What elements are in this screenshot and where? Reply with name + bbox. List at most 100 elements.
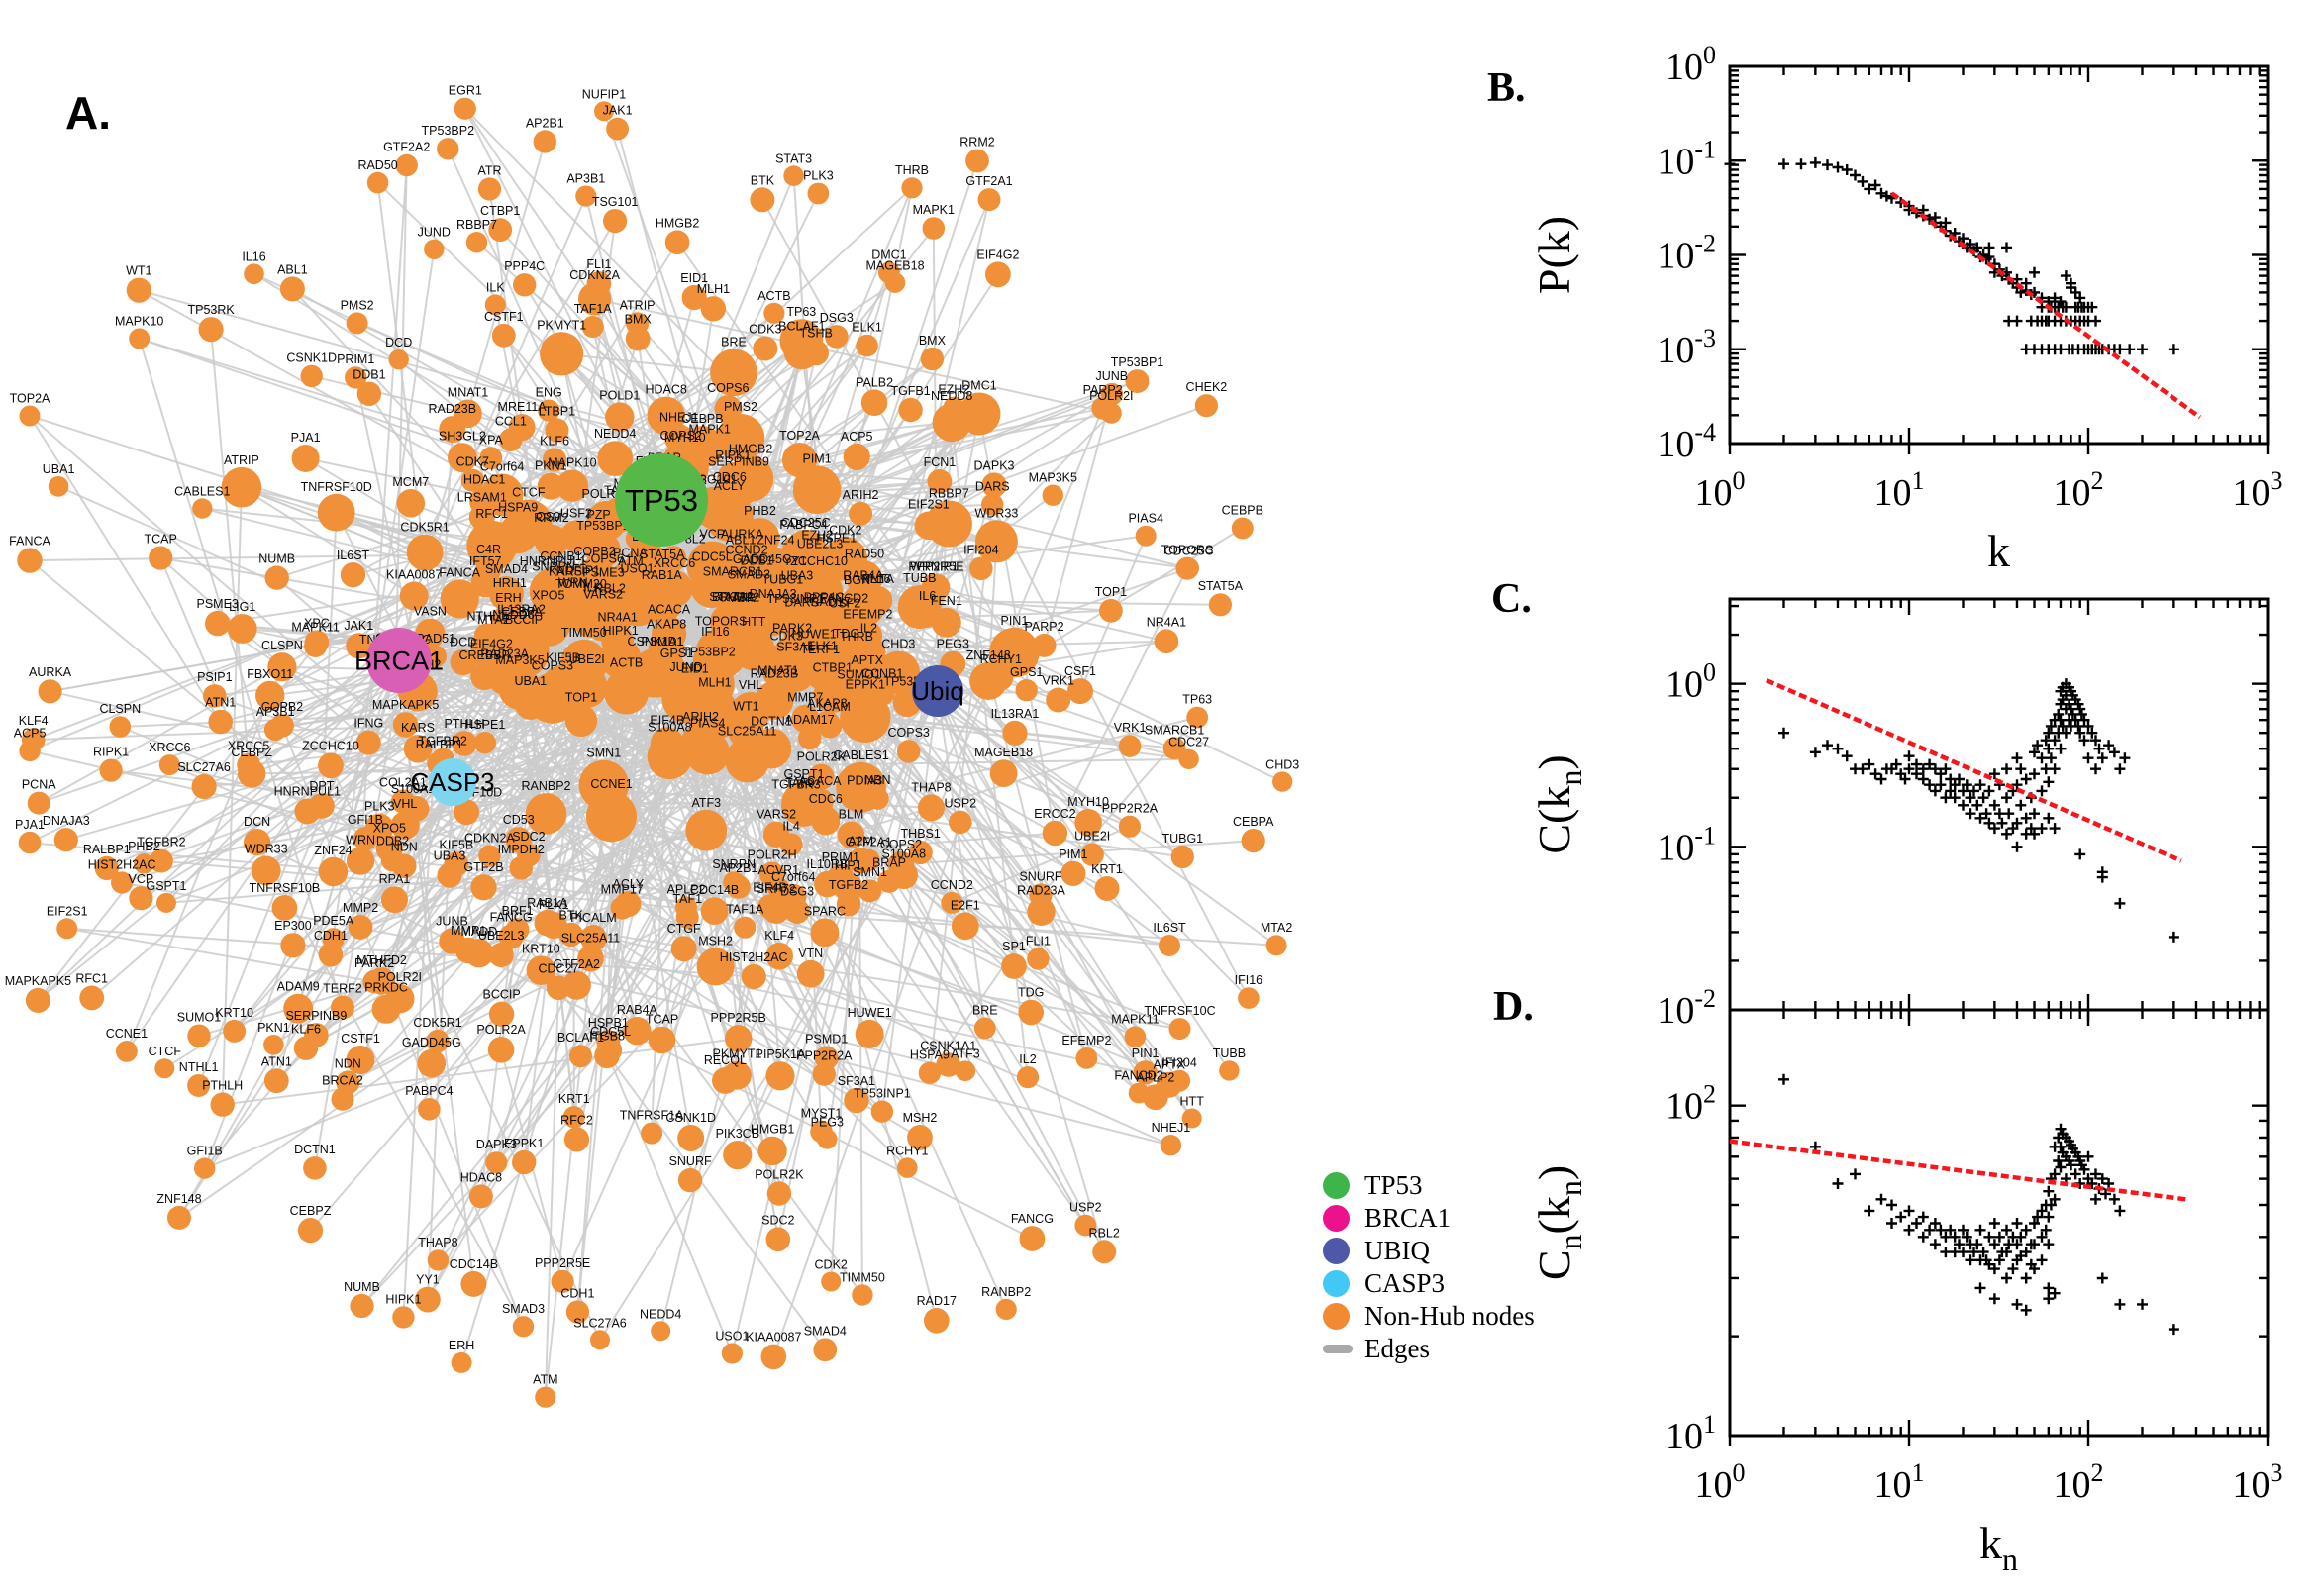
network-edge	[826, 1056, 1171, 1147]
network-node	[1159, 935, 1180, 956]
gene-label: SNURF	[669, 1154, 712, 1168]
network-node	[989, 627, 1040, 678]
network-node	[918, 794, 945, 822]
network-node	[567, 590, 595, 618]
network-node	[427, 1249, 450, 1271]
edge-swatch-icon	[1323, 1345, 1353, 1353]
gene-label: CLSPN	[261, 639, 303, 652]
network-node	[450, 648, 476, 676]
network-node	[1027, 897, 1056, 926]
legend-label: TP53	[1364, 1170, 1423, 1200]
network-node	[440, 579, 479, 619]
gene-label: TERF1	[801, 643, 841, 656]
network-node	[631, 648, 680, 698]
hub-node-casp3	[429, 758, 476, 806]
network-edge	[29, 535, 549, 752]
x-tick-label: 101	[1874, 1458, 1925, 1506]
gene-label: EFEMP2	[843, 607, 892, 621]
gene-label: S100A8	[882, 848, 927, 861]
gene-label: CREBBP	[458, 648, 509, 662]
gene-label: SF3A1	[838, 1074, 875, 1088]
gene-label: KRT10	[215, 1006, 253, 1020]
network-node	[381, 886, 408, 914]
gene-label: TOMM20	[556, 577, 607, 591]
network-node	[303, 1156, 327, 1180]
gene-label: IFNG	[354, 717, 383, 731]
gene-label: PPP2R5B	[711, 1011, 766, 1025]
network-node	[760, 1344, 787, 1370]
gene-label: ATF3	[691, 796, 721, 810]
network-edge	[500, 523, 530, 955]
gene-label: USF2	[560, 507, 592, 521]
gene-label: PRIM1	[822, 850, 859, 864]
network-node	[834, 872, 863, 903]
network-node	[852, 1284, 873, 1306]
gene-label: APLP2	[667, 882, 706, 896]
network-node	[512, 1149, 537, 1175]
network-node	[1067, 678, 1093, 705]
network-node	[832, 610, 858, 636]
network-node	[719, 547, 762, 590]
network-node	[565, 1300, 590, 1324]
gene-label: HTT	[742, 615, 766, 629]
gene-label: SLC25A11	[718, 725, 777, 739]
gene-label: DNAJA3	[43, 814, 90, 828]
hub-label-brca1: BRCA1	[354, 646, 444, 675]
network-node	[534, 909, 561, 937]
network-node	[564, 704, 598, 738]
network-node	[1080, 843, 1104, 866]
gene-label: TOP2A	[779, 429, 820, 443]
gene-label: NEDD8	[492, 608, 534, 622]
gene-label: USP2	[944, 797, 976, 811]
network-node	[758, 894, 782, 919]
gene-label: CSF1	[1064, 664, 1096, 678]
gene-label: SMAD3	[728, 567, 770, 581]
network-node	[509, 856, 533, 880]
gene-label: RBL2	[1089, 1226, 1120, 1240]
gene-label: SP1	[1002, 940, 1026, 953]
gene-label: TAF1A	[726, 903, 764, 917]
gene-label: FANCG	[1011, 1212, 1054, 1226]
network-node	[529, 567, 577, 616]
network-edge	[405, 724, 1180, 1031]
gene-label: RBBP7	[456, 218, 497, 232]
gene-label: BMX	[919, 334, 947, 348]
gene-label: USO1	[620, 562, 654, 576]
gene-label: GTF2A2	[383, 141, 430, 154]
gene-label: CHEK2	[719, 591, 760, 605]
network-node	[1125, 369, 1150, 394]
gene-label: IFI204	[1162, 1056, 1196, 1070]
network-edge	[928, 484, 995, 1073]
gene-label: ILK	[583, 580, 602, 594]
axis-ticks	[1728, 1010, 2270, 1446]
network-node	[227, 614, 257, 644]
network-node	[896, 740, 921, 763]
gene-label: MAPKAPK5	[372, 698, 439, 712]
gene-label: MAPK11	[1111, 1013, 1159, 1027]
network-node	[1100, 402, 1122, 424]
network-node	[924, 1308, 950, 1334]
network-node	[297, 1218, 324, 1244]
gene-label: L1CAM	[809, 700, 851, 714]
gene-label: CHD3	[1265, 757, 1299, 771]
gene-label: BRCA2	[322, 1074, 363, 1088]
gene-label: ITGB8	[589, 1030, 625, 1044]
network-node	[1075, 1047, 1098, 1069]
gene-label: XPO5	[373, 822, 406, 836]
gene-label: XPC	[304, 616, 330, 630]
gene-label: TGFBR3	[771, 778, 820, 792]
network-edge	[745, 731, 1008, 1310]
gene-label: PARK2	[772, 622, 812, 636]
gene-label: CABLES1	[833, 748, 888, 762]
gene-label: PHB2	[128, 840, 160, 853]
gene-label: TUBG1	[762, 572, 804, 586]
gene-label: SRP72	[757, 882, 796, 896]
gene-label: TNFRSF10B	[250, 881, 321, 895]
network-node	[845, 586, 869, 612]
network-node	[348, 915, 373, 940]
gene-label: CSNK1A1	[920, 1039, 976, 1052]
gene-label: KLF6	[291, 1023, 321, 1037]
network-node	[417, 1048, 447, 1078]
gene-label: DPT	[309, 779, 334, 793]
